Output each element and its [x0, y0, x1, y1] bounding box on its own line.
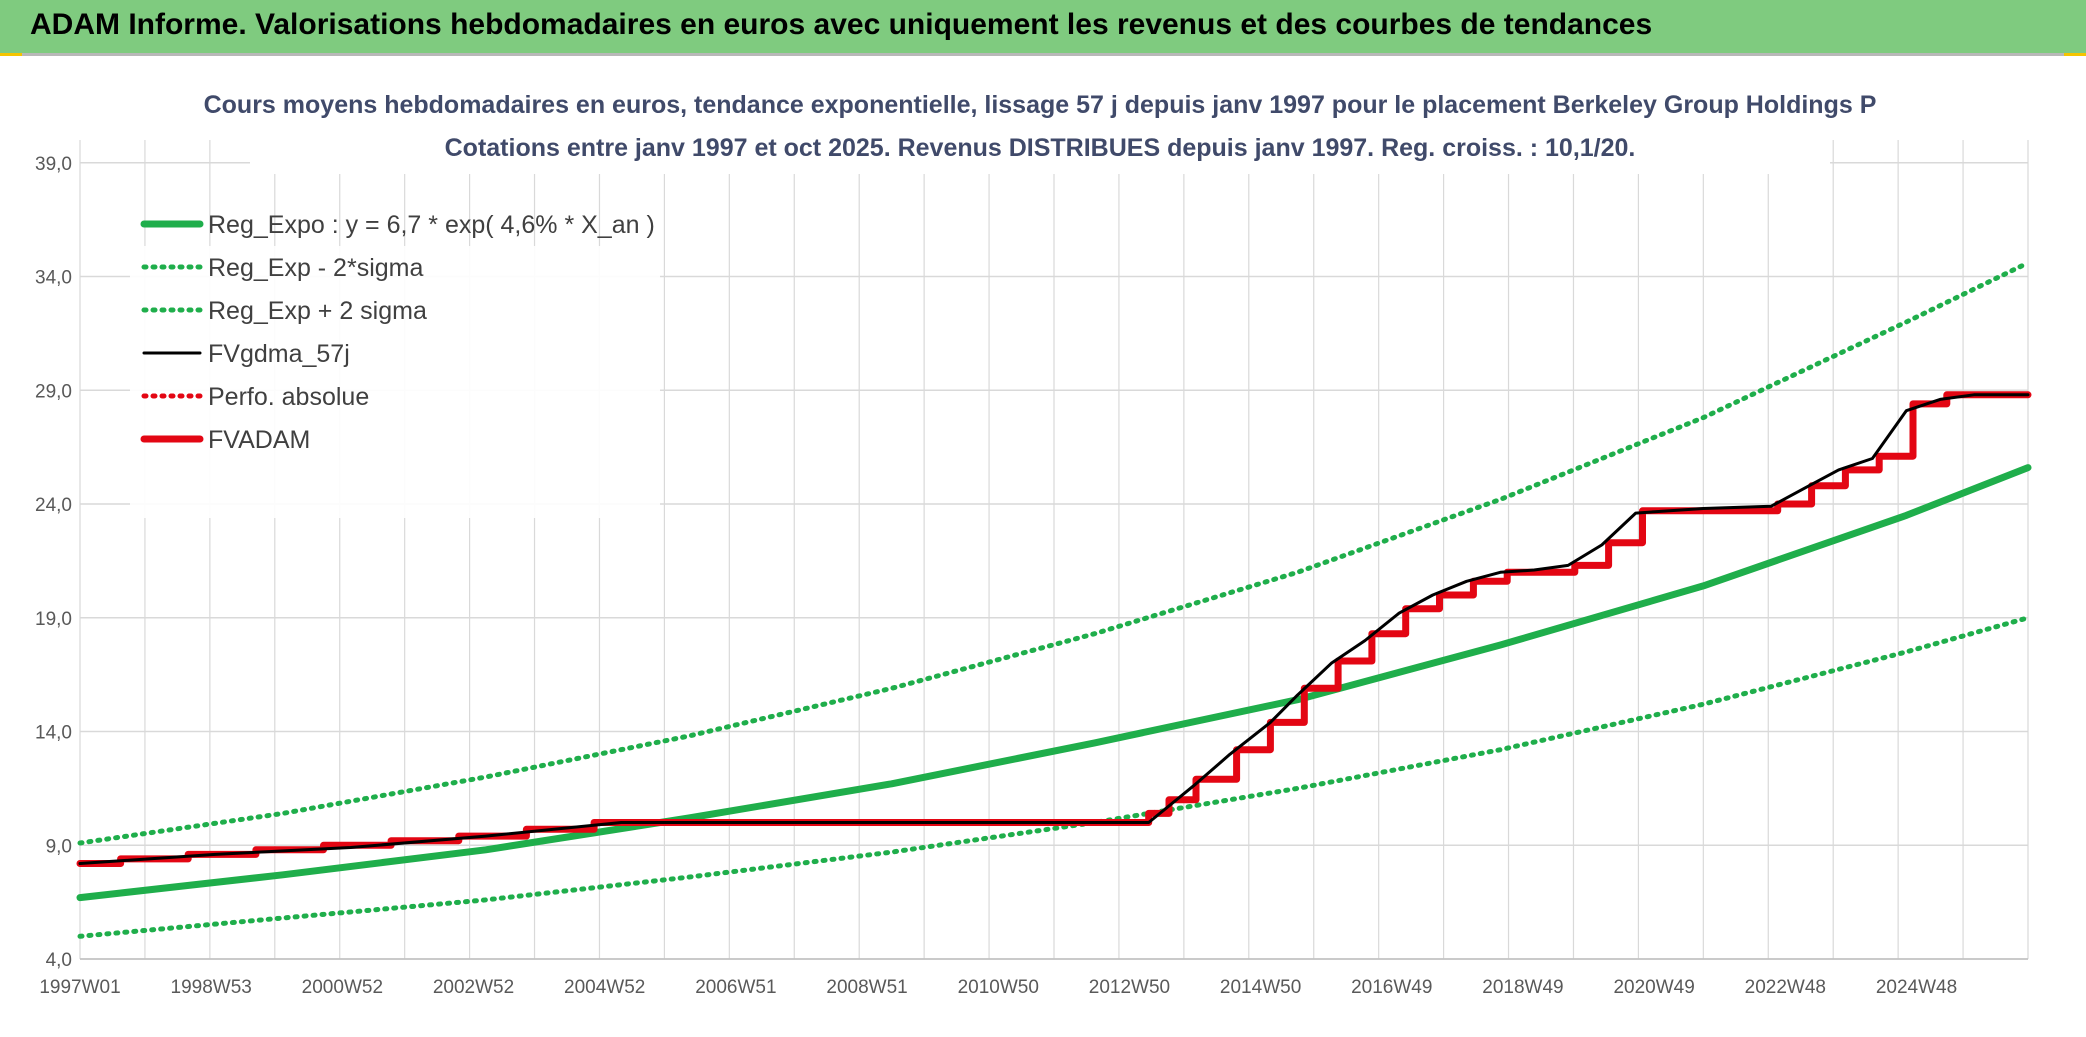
chart-titles: Cours moyens hebdomadaires en euros, ten…	[204, 78, 1877, 174]
x-tick-label: 2012W50	[1089, 977, 1170, 998]
x-tick-label: 2010W50	[958, 977, 1039, 998]
x-tick-label: 1997W01	[39, 977, 120, 998]
x-tick-label: 1998W53	[171, 977, 252, 998]
series-line-5	[76, 391, 2032, 867]
y-tick-label: 24,0	[35, 495, 72, 516]
y-tick-label: 19,0	[35, 609, 72, 630]
report-title: ADAM Informe. Valorisations hebdomadaire…	[30, 8, 1653, 41]
x-tick-label: 2024W48	[1876, 977, 1957, 998]
x-tick-label: 2004W52	[564, 977, 645, 998]
legend-label: Reg_Exp + 2 sigma	[208, 297, 427, 325]
chart-title-line1: Cours moyens hebdomadaires en euros, ten…	[204, 91, 1877, 119]
legend-label: Perfo. absolue	[208, 383, 369, 411]
legend-label: FVADAM	[208, 426, 310, 454]
x-tick-label: 2002W52	[433, 977, 514, 998]
x-tick-label: 2022W48	[1745, 977, 1826, 998]
x-tick-label: 2008W51	[826, 977, 907, 998]
legend-label: Reg_Expo : y = 6,7 * exp( 4,6% * X_an )	[208, 211, 655, 239]
x-tick-label: 2000W52	[302, 977, 383, 998]
x-tick-label: 2020W49	[1613, 977, 1694, 998]
legend-background	[130, 246, 660, 518]
series-line-3	[78, 393, 2030, 865]
y-tick-label: 14,0	[35, 723, 72, 744]
series-line-0	[76, 464, 2032, 902]
x-tick-label: 2016W49	[1351, 977, 1432, 998]
report-header: ADAM Informe. Valorisations hebdomadaire…	[0, 0, 2086, 56]
chart-background	[0, 56, 2086, 1037]
x-tick-label: 2014W50	[1220, 977, 1301, 998]
line-chart: 4,0 9,0 14,0 19,0 24,0 29,0 34,0 39,0 1997W01 199…	[0, 56, 2086, 1037]
x-tick-label: 2006W51	[695, 977, 776, 998]
chart-title-line2: Cotations entre janv 1997 et oct 2025. R…	[445, 134, 1636, 162]
chart-legend: Reg_Expo : y = 6,7 * exp( 4,6% * X_an ) R…	[130, 211, 660, 518]
legend-label: FVgdma_57j	[208, 340, 350, 368]
series-line-2	[77, 260, 2031, 846]
y-tick-label: 34,0	[35, 268, 72, 289]
y-tick-label: 4,0	[46, 950, 72, 971]
legend-label: Reg_Exp - 2*sigma	[208, 254, 423, 282]
y-tick-label: 39,0	[35, 154, 72, 175]
y-tick-label: 29,0	[35, 381, 72, 402]
y-tick-label: 9,0	[46, 836, 72, 857]
x-tick-label: 2018W49	[1482, 977, 1563, 998]
title-background	[250, 78, 1830, 174]
axis-ticks: 4,0 9,0 14,0 19,0 24,0 29,0 34,0 39,0 1997W01 199…	[35, 154, 1957, 998]
chart-series	[76, 260, 2032, 939]
